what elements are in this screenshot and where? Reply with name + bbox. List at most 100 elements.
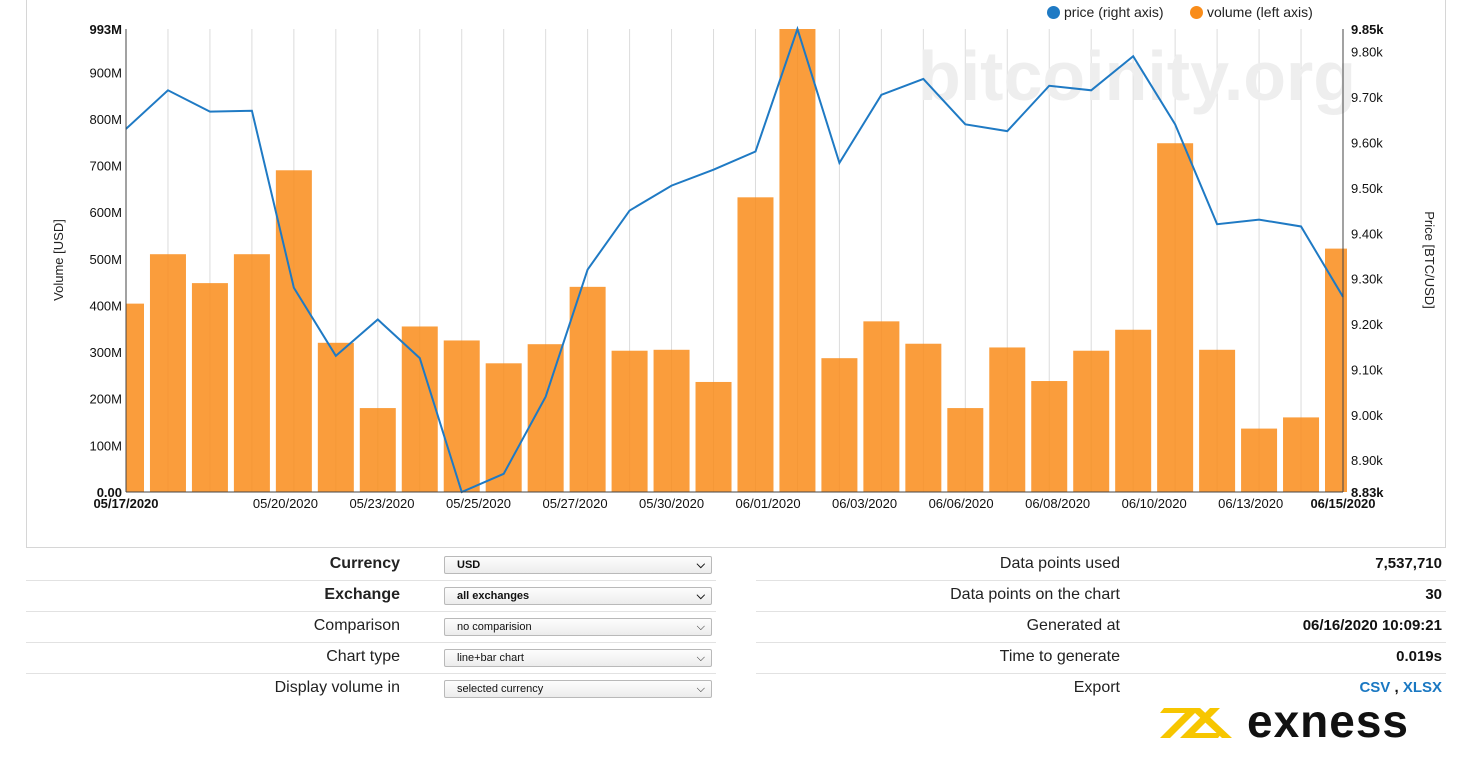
volume-bar[interactable] bbox=[233, 254, 270, 492]
y-right-tick-label: 8.90k bbox=[1351, 453, 1383, 468]
info-time-to-generate: Time to generate 0.019s bbox=[756, 643, 1446, 674]
exness-mark-icon bbox=[1160, 708, 1232, 738]
volume-bar[interactable] bbox=[821, 358, 858, 492]
x-tick-label: 06/15/2020 bbox=[1310, 496, 1375, 511]
chevron-down-icon: ⌵ bbox=[696, 683, 705, 695]
x-tick-label: 05/30/2020 bbox=[639, 496, 704, 511]
generated-at-label: Generated at bbox=[1026, 617, 1120, 634]
y-right-tick-label: 9.70k bbox=[1351, 90, 1383, 105]
y-right-tick-label: 9.00k bbox=[1351, 408, 1383, 423]
y-right-tick-label: 9.40k bbox=[1351, 226, 1383, 241]
volume-bar[interactable] bbox=[737, 197, 774, 493]
chart-type-select[interactable]: line+bar chart ⌵ bbox=[444, 649, 712, 667]
x-tick-label: 05/17/2020 bbox=[93, 496, 158, 511]
volume-bar[interactable] bbox=[359, 408, 396, 492]
volume-bar[interactable] bbox=[779, 29, 816, 492]
setting-chart-type: Chart type line+bar chart ⌵ bbox=[26, 643, 716, 674]
export-separator: , bbox=[1394, 679, 1399, 696]
display-volume-select[interactable]: selected currency ⌵ bbox=[444, 680, 712, 698]
y-right-tick-label: 9.85k bbox=[1351, 22, 1384, 37]
chart-settings: Currency USD ⌵ Exchange all exchanges ⌵ … bbox=[26, 550, 716, 704]
setting-currency: Currency USD ⌵ bbox=[26, 550, 716, 581]
y-left-tick-label: 800M bbox=[89, 112, 122, 127]
comparison-select[interactable]: no comparision ⌵ bbox=[444, 618, 712, 636]
legend-volume[interactable]: volume (left axis) bbox=[1190, 4, 1313, 20]
legend-volume-label: volume (left axis) bbox=[1207, 4, 1313, 20]
volume-bar[interactable] bbox=[401, 326, 438, 492]
y-left-tick-label: 900M bbox=[89, 65, 122, 80]
generated-at-value: 06/16/2020 10:09:21 bbox=[1302, 617, 1442, 634]
volume-bar[interactable] bbox=[863, 321, 900, 492]
display-volume-label: Display volume in bbox=[274, 679, 400, 696]
info-data-points-chart: Data points on the chart 30 bbox=[756, 581, 1446, 612]
y-right-tick-label: 9.50k bbox=[1351, 181, 1383, 196]
exchange-select[interactable]: all exchanges ⌵ bbox=[444, 587, 712, 605]
chart-panel: bitcoinity.org 0.00 100M 200M 300M 400M 500M 6… bbox=[26, 0, 1446, 548]
y-left-tick-label: 400M bbox=[89, 298, 122, 313]
y-right-tick-label: 9.10k bbox=[1351, 362, 1383, 377]
volume-bar[interactable] bbox=[1115, 329, 1152, 492]
y-left-tick-label: 500M bbox=[89, 252, 122, 267]
x-tick-label: 05/20/2020 bbox=[253, 496, 318, 511]
volume-bar[interactable] bbox=[905, 343, 942, 492]
comparison-value: no comparision bbox=[457, 621, 532, 633]
data-points-used-value: 7,537,710 bbox=[1375, 555, 1442, 572]
volume-bar[interactable] bbox=[1199, 349, 1236, 492]
export-label: Export bbox=[1073, 679, 1120, 696]
y-left-tick-label: 100M bbox=[89, 438, 122, 453]
price-line[interactable] bbox=[125, 25, 1344, 494]
setting-display-volume: Display volume in selected currency ⌵ bbox=[26, 674, 716, 704]
chevron-down-icon: ⌵ bbox=[696, 621, 705, 633]
volume-bar[interactable] bbox=[1031, 381, 1068, 492]
exchange-label: Exchange bbox=[324, 586, 400, 603]
watermark: bitcoinity.org bbox=[918, 37, 1356, 115]
volume-bar[interactable] bbox=[569, 286, 606, 492]
volume-bar[interactable] bbox=[947, 408, 984, 492]
volume-bar[interactable] bbox=[653, 349, 690, 492]
volume-bar[interactable] bbox=[317, 342, 354, 492]
volume-bar[interactable] bbox=[1073, 350, 1110, 492]
x-tick-label: 06/03/2020 bbox=[832, 496, 897, 511]
volume-legend-dot bbox=[1190, 5, 1203, 19]
volume-bar[interactable] bbox=[275, 170, 312, 492]
setting-comparison: Comparison no comparision ⌵ bbox=[26, 612, 716, 643]
export-xlsx-link[interactable]: XLSX bbox=[1402, 679, 1442, 696]
currency-label: Currency bbox=[329, 555, 400, 572]
time-to-generate-label: Time to generate bbox=[999, 648, 1120, 665]
data-points-chart-label: Data points on the chart bbox=[950, 586, 1120, 603]
chart-info: Data points used 7,537,710 Data points o… bbox=[756, 550, 1446, 704]
chevron-down-icon: ⌵ bbox=[696, 652, 705, 664]
legend-price[interactable]: price (right axis) bbox=[1047, 4, 1164, 20]
volume-bar[interactable] bbox=[1283, 417, 1320, 492]
y-right-tick-label: 8.83k bbox=[1351, 485, 1384, 500]
volume-bar[interactable] bbox=[126, 303, 144, 492]
currency-select[interactable]: USD ⌵ bbox=[444, 556, 712, 574]
export-csv-link[interactable]: CSV bbox=[1359, 679, 1391, 696]
price-legend-dot bbox=[1047, 5, 1060, 19]
y-left-tick-label: 300M bbox=[89, 345, 122, 360]
volume-bar[interactable] bbox=[149, 254, 186, 492]
volume-bar[interactable] bbox=[611, 350, 648, 492]
x-tick-label: 05/27/2020 bbox=[542, 496, 607, 511]
volume-bar[interactable] bbox=[1157, 143, 1194, 492]
display-volume-value: selected currency bbox=[457, 683, 544, 695]
volume-bar[interactable] bbox=[989, 347, 1026, 492]
exness-logo: exness bbox=[1150, 695, 1440, 747]
volume-bar[interactable] bbox=[443, 340, 480, 492]
volume-bar[interactable] bbox=[485, 363, 522, 492]
comparison-label: Comparison bbox=[313, 617, 400, 634]
legend-price-label: price (right axis) bbox=[1064, 4, 1164, 20]
y-axis-right-label: Price [BTC/USD] bbox=[1422, 211, 1437, 309]
line-bar-chart: bitcoinity.org 0.00 100M 200M 300M 400M 500M 6… bbox=[51, 22, 1437, 511]
x-tick-label: 05/25/2020 bbox=[446, 496, 511, 511]
volume-bar[interactable] bbox=[1325, 248, 1347, 492]
volume-bar[interactable] bbox=[191, 283, 228, 492]
data-points-used-label: Data points used bbox=[999, 555, 1120, 572]
y-right-tick-label: 9.30k bbox=[1351, 272, 1383, 287]
volume-bar[interactable] bbox=[1241, 428, 1278, 492]
x-tick-label: 06/08/2020 bbox=[1025, 496, 1090, 511]
y-left-tick-label: 0.00 bbox=[97, 485, 122, 500]
x-tick-label: 06/13/2020 bbox=[1218, 496, 1283, 511]
y-right-tick-label: 9.20k bbox=[1351, 317, 1383, 332]
volume-bar[interactable] bbox=[695, 381, 732, 492]
